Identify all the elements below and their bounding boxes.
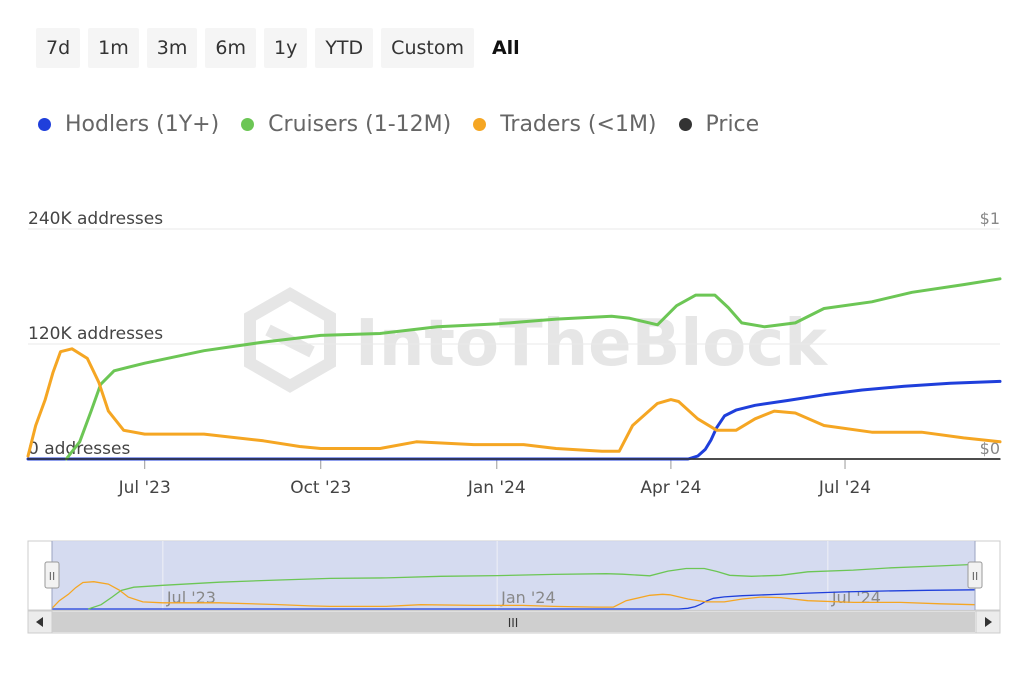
triangle-left-icon xyxy=(36,617,43,627)
legend-label: Price xyxy=(705,111,760,137)
scroll-right-button[interactable] xyxy=(975,610,1001,634)
watermark: IntoTheBlock xyxy=(244,287,828,393)
range-button-3m[interactable]: 3m xyxy=(146,28,198,68)
navigator[interactable]: Jul '23 Jan '24 Jul '24 II II xyxy=(27,540,1001,611)
range-button-6m[interactable]: 6m xyxy=(205,28,256,68)
scrollbar[interactable]: III xyxy=(27,610,1001,634)
x-tick-label: Jul '23 xyxy=(118,478,171,498)
navigator-x-label: Jan '24 xyxy=(500,588,556,607)
navigator-left-handle-grip: II xyxy=(49,570,56,583)
legend-item[interactable]: Price xyxy=(678,111,760,137)
series-lines xyxy=(26,277,1002,461)
legend-item[interactable]: Cruisers (1-12M) xyxy=(241,112,451,137)
x-tick-label: Jul '24 xyxy=(818,478,871,498)
scrollbar-grip: III xyxy=(508,616,519,630)
legend-item[interactable]: Traders (<1M) xyxy=(473,111,657,137)
scroll-left-button[interactable] xyxy=(27,610,53,634)
y-axis-labels: 0 addresses 120K addresses 240K addresses xyxy=(28,209,163,459)
navigator-series-line xyxy=(52,589,976,610)
navigator-series-line xyxy=(88,563,976,610)
y-tick-label: 240K addresses xyxy=(28,209,163,229)
range-selector: 7d 1m 3m 6m 1y YTD Custom All xyxy=(36,28,530,68)
legend-item[interactable]: Hodlers (1Y+) xyxy=(38,112,219,137)
x-tick-label: Oct '23 xyxy=(290,478,351,498)
navigator-x-label: Jul '23 xyxy=(166,588,216,607)
range-button-all[interactable]: All xyxy=(491,37,520,59)
series-line[interactable] xyxy=(26,347,1002,458)
y-right-axis-labels: $0 $1 xyxy=(980,209,1000,458)
range-button-7d[interactable]: 7d xyxy=(36,28,81,68)
legend-dot-icon xyxy=(473,117,487,131)
series-line[interactable] xyxy=(64,277,1002,461)
watermark-logo-icon xyxy=(244,287,336,393)
legend-dot-icon xyxy=(678,117,692,131)
navigator-series-line xyxy=(51,581,976,609)
navigator-right-handle-grip: II xyxy=(972,570,979,583)
y-right-tick-label: $1 xyxy=(980,209,1000,228)
range-button-1y[interactable]: 1y xyxy=(263,28,308,68)
scrollbar-thumb[interactable] xyxy=(52,612,975,632)
navigator-series xyxy=(51,563,976,610)
x-axis: Jul '23 Oct '23 Jan '24 Apr '24 Jul '24 xyxy=(28,458,1000,498)
legend: Hodlers (1Y+) Cruisers (1-12M) Traders (<1… xyxy=(38,104,759,144)
x-tick-label: Jan '24 xyxy=(467,478,526,498)
y-tick-label: 0 addresses xyxy=(28,439,130,459)
series-line[interactable] xyxy=(26,379,1002,461)
legend-label: Traders (<1M) xyxy=(500,111,657,137)
legend-dot-icon xyxy=(241,117,255,131)
navigator-left-handle[interactable]: II xyxy=(44,561,60,589)
triangle-right-icon xyxy=(985,617,992,627)
x-tick-label: Apr '24 xyxy=(640,478,701,498)
legend-label: Cruisers (1-12M) xyxy=(268,111,452,137)
grid xyxy=(28,228,1000,345)
legend-dot-icon xyxy=(38,117,51,131)
legend-label: Hodlers (1Y+) xyxy=(65,111,220,137)
y-tick-label: 120K addresses xyxy=(28,324,163,344)
range-button-ytd[interactable]: YTD xyxy=(315,28,374,68)
y-right-tick-label: $0 xyxy=(980,439,1000,458)
range-button-1m[interactable]: 1m xyxy=(88,28,139,68)
navigator-right-handle[interactable]: II xyxy=(967,561,983,589)
range-button-custom[interactable]: Custom xyxy=(381,28,474,68)
